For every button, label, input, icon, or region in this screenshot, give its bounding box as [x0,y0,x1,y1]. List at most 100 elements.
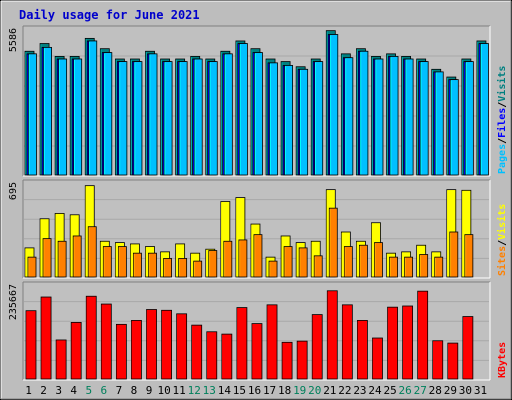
bar-kbytes-day-3-fill [55,339,67,380]
bar-kbytes-day-18-fill [281,341,293,380]
x-tick-label-day-5: 5 [85,384,92,397]
panel-bottom-max-label: 235667 [8,284,19,320]
bar-pages-day-28 [434,71,444,176]
bar-sites-day-20 [313,255,323,278]
bar-pages-day-22-fill [344,57,354,176]
panel-bottom-legend: KBytes [497,342,508,378]
bar-kbytes-day-10 [161,309,172,380]
bar-kbytes-day-21 [326,290,338,380]
bar-sites-day-18 [283,246,293,278]
legend-pages: Pages [497,144,508,174]
chart-title: Daily usage for June 2021 [19,8,200,22]
x-tick-label-day-1: 1 [25,384,32,397]
bar-sites-day-7-fill [117,246,127,278]
bar-sites-day-14-fill [223,240,233,278]
bar-pages-day-15 [239,43,248,176]
bar-sites-day-12-fill [193,260,203,278]
bar-pages-day-3 [58,58,68,176]
bar-kbytes-day-7 [115,323,127,380]
bar-kbytes-day-16-fill [251,323,263,380]
legend-visits: Visits [496,204,508,240]
bar-sites-day-18-fill [283,246,293,278]
bar-pages-day-11 [178,61,188,176]
x-tick-label-day-20: 20 [308,384,321,397]
bar-kbytes-day-30-fill [462,316,474,380]
bar-pages-day-13 [208,61,218,176]
bar-sites-day-21-fill [328,207,338,278]
x-tick-label-day-19: 19 [293,384,306,397]
bar-sites-day-15-fill [238,239,248,278]
bar-kbytes-day-3 [55,339,67,380]
bar-kbytes-day-16 [251,323,263,380]
bar-pages-day-13-fill [208,61,218,176]
bar-sites-day-9 [148,252,157,278]
bar-sites-day-4-fill [72,235,82,278]
bar-kbytes-day-19 [296,340,308,380]
x-tick-label-day-13: 13 [203,384,216,397]
bar-sites-day-2-fill [42,238,52,278]
bar-sites-day-8-fill [133,252,142,278]
bar-kbytes-day-9 [146,309,157,380]
bar-kbytes-day-13-fill [206,331,218,380]
bar-pages-day-30 [464,61,474,176]
bar-pages-day-22 [344,57,354,176]
bar-sites-day-10-fill [163,258,172,278]
bar-kbytes-day-22 [341,304,353,380]
bar-sites-day-23-fill [359,244,368,278]
bar-sites-day-23 [359,244,368,278]
bar-sites-day-2 [42,238,52,278]
bar-pages-day-3-fill [58,58,68,176]
bar-sites-day-24-fill [374,242,383,278]
bar-sites-day-26-fill [404,256,414,278]
bar-pages-day-26 [404,58,414,176]
bar-pages-day-30-fill [464,61,474,176]
bar-kbytes-day-25-fill [387,306,398,380]
bar-sites-day-22-fill [343,246,353,278]
bar-kbytes-day-27-fill [417,290,429,380]
x-tick-label-day-12: 12 [188,384,201,397]
bar-kbytes-day-6 [100,303,112,380]
bar-pages-day-27 [419,61,429,176]
bar-kbytes-day-12 [191,324,203,380]
bar-pages-day-21 [329,34,339,176]
bar-sites-day-13-fill [208,250,218,278]
bar-sites-day-4 [72,235,82,278]
bar-pages-day-12 [193,58,203,176]
x-axis-labels: 1 2 3 4 5 6 7 8 9 10 11 12 13 14 15 16 17 18 19 20 21 22 23 24 2… [25,384,487,397]
bar-sites-day-14 [223,240,233,278]
panel-middle-bars [24,185,474,278]
bar-pages-day-24-fill [374,58,384,176]
bar-sites-day-11-fill [178,258,188,278]
bar-kbytes-day-29-fill [447,342,459,380]
bar-sites-day-21 [328,207,338,278]
panel-middle-max-label: 695 [8,182,19,200]
bar-kbytes-day-30 [462,316,474,380]
bar-pages-day-1-fill [28,53,37,176]
legend-sites: Sites [496,246,508,276]
x-tick-label-day-14: 14 [218,384,232,397]
bar-sites-day-5-fill [87,226,97,278]
legend-separator: / [497,102,508,108]
bar-kbytes-day-29 [447,342,459,380]
bar-kbytes-day-17-fill [266,304,278,380]
panel-top-max-label: 5586 [8,28,19,52]
bar-kbytes-day-28-fill [432,340,444,380]
bar-sites-day-6 [102,246,112,278]
bar-sites-day-7 [117,246,127,278]
bar-sites-day-24 [374,242,383,278]
bar-pages-day-10 [163,61,173,176]
bar-kbytes-day-25 [387,306,398,380]
bar-sites-day-16-fill [253,234,263,278]
bar-pages-day-19-fill [299,68,309,176]
panel-top-legend: Pages/Files/Visits [496,66,508,174]
bar-pages-day-18 [284,65,293,176]
x-tick-label-day-3: 3 [55,384,62,397]
x-tick-label-day-30: 30 [459,384,472,397]
x-tick-label-day-17: 17 [263,384,276,397]
bar-pages-day-23-fill [359,50,369,176]
x-tick-label-day-23: 23 [353,384,366,397]
bar-pages-day-27-fill [419,61,429,176]
bar-sites-day-19-fill [298,247,308,278]
bar-kbytes-day-27 [417,290,429,380]
legend-separator: / [497,138,508,144]
